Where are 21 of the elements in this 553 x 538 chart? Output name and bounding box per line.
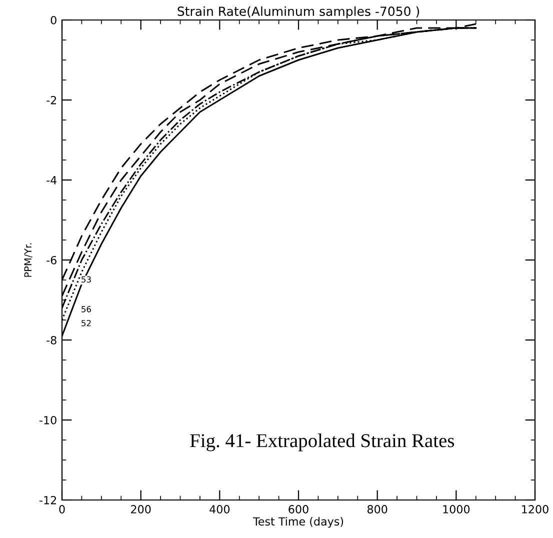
x-axis-title: Test Time (days) <box>252 517 344 528</box>
annotation: Fig. 41- Extrapolated Strain Rates <box>190 434 454 452</box>
x-tick-label: 600 <box>288 505 308 514</box>
y-tick-label: -2 <box>46 96 56 104</box>
y-tick-label: 0 <box>50 16 56 24</box>
y-tick-label: -4 <box>46 176 57 184</box>
x-tick-label: 1200 <box>522 505 548 514</box>
y-tick-label: -12 <box>40 496 56 504</box>
annotation: 53 <box>82 276 91 283</box>
y-tick-label: -6 <box>46 256 56 264</box>
annotation: 56 <box>82 306 91 312</box>
annotation: 52 <box>82 320 91 326</box>
x-tick-label: 200 <box>131 505 151 514</box>
y-axis-title: PPM/Yr. <box>24 243 32 277</box>
x-tick-label: 1000 <box>443 505 470 514</box>
y-tick-label: -8 <box>46 336 56 344</box>
y-tick-label: -10 <box>40 416 56 424</box>
x-tick-label: 0 <box>59 505 65 514</box>
chart-title: Strain Rate(Aluminum samples -7050 ) <box>178 6 420 18</box>
x-tick-label: 400 <box>210 505 230 514</box>
x-tick-label: 800 <box>367 505 388 514</box>
